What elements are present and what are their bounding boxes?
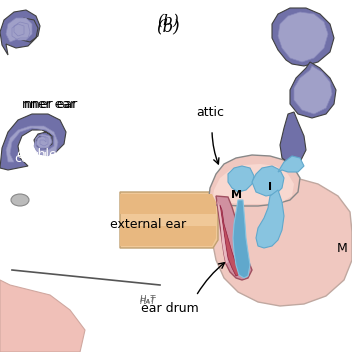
Polygon shape (212, 164, 294, 204)
Text: external ear: external ear (110, 218, 186, 231)
Polygon shape (278, 156, 304, 172)
Text: attic: attic (196, 106, 224, 119)
Polygon shape (228, 166, 254, 192)
Polygon shape (280, 112, 306, 164)
Text: ear drum: ear drum (141, 302, 199, 314)
Polygon shape (120, 192, 218, 248)
Text: (b): (b) (157, 14, 179, 28)
Polygon shape (0, 280, 85, 352)
Polygon shape (120, 226, 216, 246)
Polygon shape (210, 176, 352, 306)
Polygon shape (252, 166, 284, 196)
Polygon shape (208, 155, 300, 206)
Text: nner ear: nner ear (22, 99, 75, 112)
Polygon shape (0, 114, 66, 170)
Polygon shape (217, 200, 228, 264)
Text: cochlea: cochlea (16, 149, 64, 162)
Polygon shape (272, 8, 334, 66)
Text: I: I (268, 182, 272, 192)
Ellipse shape (11, 194, 29, 206)
Polygon shape (6, 18, 32, 42)
Polygon shape (120, 194, 216, 214)
Text: cochlea: cochlea (14, 151, 63, 164)
Polygon shape (233, 200, 250, 278)
Polygon shape (6, 126, 58, 162)
Polygon shape (216, 196, 252, 280)
Polygon shape (256, 190, 284, 248)
Text: M: M (337, 241, 348, 254)
Text: nner ear: nner ear (24, 99, 77, 112)
Text: M: M (231, 190, 241, 200)
Polygon shape (220, 205, 240, 276)
Polygon shape (0, 10, 40, 55)
Polygon shape (278, 12, 328, 62)
Text: HᴀT: HᴀT (140, 297, 156, 307)
Polygon shape (294, 66, 332, 114)
Text: $H_{\rm A}T$: $H_{\rm A}T$ (139, 294, 157, 306)
Polygon shape (290, 62, 336, 118)
Text: (b): (b) (156, 18, 180, 35)
